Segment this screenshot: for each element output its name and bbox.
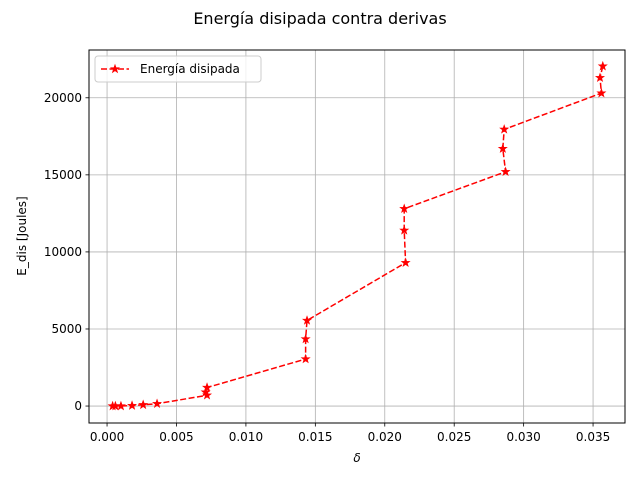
y-tick-label: 0 [74,399,82,413]
series-layer [107,60,608,411]
data-point-marker [300,353,311,364]
x-axis-ticks: 0.000 0.005 0.010 0.015 0.020 0.025 0.030 0.035 [90,423,610,444]
legend-star-marker [109,63,121,74]
x-tick-label: 0.000 [90,430,124,444]
x-tick-label: 0.020 [368,430,402,444]
data-point-marker [300,333,311,344]
data-point-marker [301,315,313,325]
x-tick-label: 0.025 [437,430,471,444]
y-tick-label: 10000 [44,245,82,259]
data-point-marker [115,400,126,411]
x-tick-label: 0.035 [576,430,610,444]
x-tick-label: 0.030 [506,430,540,444]
legend-box [94,55,262,83]
y-tick-label: 15000 [44,168,82,182]
y-axis-ticks: 0 5000 10000 15000 20000 [44,91,89,413]
data-point-marker [500,166,511,177]
x-tick-label: 0.005 [159,430,193,444]
x-tick-label: 0.010 [229,430,263,444]
series-line [112,66,604,407]
data-point-marker [499,124,510,134]
legend: Energía disipada [94,55,262,83]
data-point-marker [400,257,411,267]
data-point-marker [594,72,606,83]
y-tick-label: 5000 [51,322,82,336]
data-point-marker [497,143,508,153]
data-point-marker [597,60,608,71]
data-point-marker [127,400,138,410]
data-point-marker [596,87,607,98]
legend-label: Energía disipada [140,62,240,76]
data-point-marker [138,399,149,410]
data-point-marker [399,225,410,235]
data-point-marker [202,382,213,392]
data-point-marker [399,203,410,214]
y-tick-label: 20000 [44,91,82,105]
plot-frame [88,49,626,424]
y-axis-label: E_dis [Joules] [15,196,29,275]
data-point-marker [152,398,163,409]
chart-title: Energía disipada contra derivas [193,9,446,28]
x-axis-label: δ [353,451,360,465]
x-tick-label: 0.015 [298,430,332,444]
grid-lines [89,50,625,423]
